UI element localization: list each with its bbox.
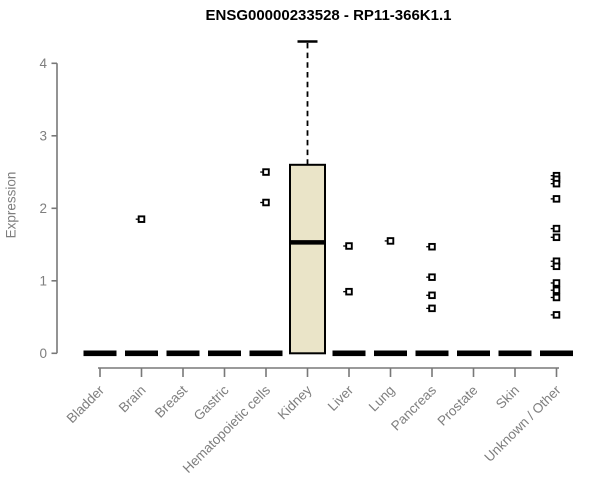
y-tick-label: 1 — [39, 274, 47, 289]
outlier-point — [552, 195, 561, 203]
collapsed-box — [374, 350, 407, 357]
x-tick-label: Unknown / Other — [481, 382, 564, 465]
x-tick-label: Skin — [493, 383, 522, 412]
x-tick-label: Lung — [366, 383, 398, 415]
collapsed-box — [457, 350, 490, 357]
outlier-point — [552, 279, 561, 287]
y-tick-label: 3 — [39, 129, 47, 144]
box — [289, 163, 326, 355]
x-tick-label: Kidney — [275, 382, 315, 422]
chart-title: ENSG00000233528 - RP11-366K1.1 — [205, 7, 452, 24]
y-tick-label: 4 — [39, 56, 47, 71]
outlier-point — [552, 293, 561, 302]
outlier-point — [552, 311, 561, 319]
outlier-point — [386, 237, 395, 245]
y-tick-label: 0 — [39, 346, 47, 361]
outlier-point — [345, 242, 353, 250]
x-tick-label: Liver — [325, 382, 357, 414]
outlier-point — [262, 168, 270, 176]
x-tick-label: Prostate — [434, 383, 480, 429]
outlier-point — [552, 286, 561, 294]
collapsed-box — [415, 350, 449, 357]
outlier-point — [345, 287, 353, 296]
outlier-point — [262, 198, 270, 207]
outlier-point — [137, 215, 146, 223]
x-tick-label: Breast — [152, 382, 190, 420]
collapsed-box — [208, 350, 241, 357]
collapsed-box — [540, 350, 573, 357]
outlier-point — [552, 179, 561, 188]
collapsed-box — [83, 350, 117, 357]
collapsed-box — [498, 350, 532, 357]
outlier-point — [428, 273, 436, 281]
outlier-point — [428, 242, 436, 251]
outlier-point — [552, 262, 561, 271]
collapsed-box — [166, 350, 200, 357]
y-tick-label: 2 — [39, 201, 47, 216]
outlier-point — [552, 224, 561, 233]
collapsed-box — [332, 350, 366, 357]
outlier-point — [428, 304, 436, 313]
outlier-point — [428, 291, 436, 300]
outlier-point — [552, 233, 561, 242]
x-tick-label: Pancreas — [388, 382, 439, 433]
x-tick-label: Gastric — [191, 382, 232, 423]
collapsed-box — [125, 350, 158, 357]
collapsed-box — [249, 350, 283, 357]
x-tick-label: Brain — [116, 383, 149, 416]
x-tick-label: Bladder — [64, 382, 108, 426]
